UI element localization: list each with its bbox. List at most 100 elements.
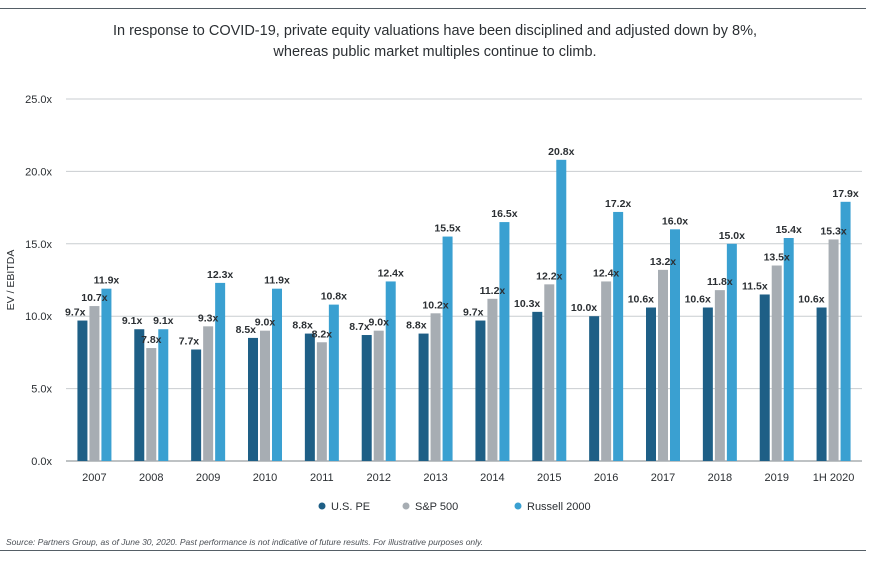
data-label-russell-2000-2011: 10.8x (321, 291, 347, 303)
data-label-u-s-pe-1h-2020: 10.6x (798, 294, 824, 306)
data-label-russell-2000-2010: 11.9x (264, 275, 290, 287)
bar-russell-2000-2013 (442, 236, 453, 461)
data-label-u-s-pe-2014: 9.7x (463, 307, 484, 319)
data-label-s-p-500-2009: 9.3x (198, 312, 219, 324)
data-label-u-s-pe-2007: 9.7x (65, 307, 86, 319)
data-label-s-p-500-1h-2020: 15.3x (820, 225, 846, 237)
bar-u-s-pe-2018 (702, 307, 713, 461)
bar-s-p-500-2009 (203, 326, 214, 461)
data-label-s-p-500-2007: 10.7x (81, 292, 107, 304)
legend-marker-russell-2000 (514, 502, 522, 510)
data-label-s-p-500-2014: 11.2x (480, 285, 506, 297)
bar-russell-2000-2009 (215, 282, 226, 461)
x-tick-2007: 2007 (82, 472, 106, 484)
data-label-russell-2000-2009: 12.3x (207, 269, 233, 281)
data-label-russell-2000-2018: 15.0x (719, 230, 745, 242)
bar-u-s-pe-2019 (759, 294, 770, 461)
data-label-u-s-pe-2018: 10.6x (685, 294, 711, 306)
data-label-u-s-pe-2009: 7.7x (179, 336, 200, 348)
x-tick-2008: 2008 (139, 472, 163, 484)
data-label-u-s-pe-2010: 8.5x (236, 324, 257, 336)
data-label-russell-2000-2016: 17.2x (605, 198, 631, 210)
data-label-s-p-500-2016: 12.4x (593, 267, 619, 279)
bar-s-p-500-2014 (487, 298, 498, 461)
data-label-russell-2000-2019: 15.4x (776, 224, 802, 236)
bar-s-p-500-2007 (89, 306, 100, 461)
bar-russell-2000-2018 (726, 243, 737, 461)
bar-u-s-pe-2016 (589, 316, 600, 461)
bar-u-s-pe-2009 (191, 349, 202, 461)
bar-s-p-500-2010 (260, 330, 270, 461)
data-label-russell-2000-2008: 9.1x (153, 315, 174, 327)
bar-u-s-pe-2013 (418, 333, 429, 461)
legend-marker-u-s-pe (318, 502, 326, 510)
legend-label-russell-2000: Russell 2000 (527, 501, 591, 513)
x-tick-2019: 2019 (764, 472, 788, 484)
bar-russell-2000-2010 (272, 288, 282, 461)
x-tick-2010: 2010 (253, 472, 277, 484)
bar-u-s-pe-2008 (134, 329, 145, 461)
bottom-rule (0, 550, 866, 551)
bar-russell-2000-2011 (328, 304, 339, 461)
legend-label-s-p-500: S&P 500 (415, 501, 458, 513)
bar-russell-2000-2008 (158, 329, 169, 461)
bar-u-s-pe-2007 (77, 320, 88, 461)
x-tick-2011: 2011 (310, 472, 334, 484)
data-label-russell-2000-2013: 15.5x (434, 223, 460, 235)
top-rule (0, 8, 866, 9)
chart-title-line-1: In response to COVID-19, private equity … (112, 23, 758, 39)
data-label-s-p-500-2013: 10.2x (422, 299, 448, 311)
data-label-u-s-pe-2015: 10.3x (514, 298, 540, 310)
bar-u-s-pe-2010 (248, 337, 258, 461)
data-label-s-p-500-2018: 11.8x (707, 276, 733, 288)
data-label-u-s-pe-2008: 9.1x (122, 315, 143, 327)
x-tick-2012: 2012 (366, 472, 390, 484)
bar-russell-2000-2014 (499, 222, 510, 461)
data-label-u-s-pe-2017: 10.6x (628, 294, 654, 306)
data-label-s-p-500-2015: 12.2x (536, 270, 562, 282)
y-axis-ticks: 0.0x 5.0x 10.0x 15.0x 20.0x 25.0x (25, 94, 52, 468)
bar-s-p-500-2013 (430, 313, 441, 461)
y-tick-10-0x: 10.0x (25, 311, 52, 323)
bar-s-p-500-2017 (658, 269, 668, 461)
x-tick-2009: 2009 (196, 472, 220, 484)
bar-s-p-500-2018 (714, 290, 725, 461)
bar-russell-2000-2007 (101, 288, 112, 461)
x-tick-2015: 2015 (537, 472, 561, 484)
data-label-russell-2000-2017: 16.0x (662, 215, 688, 227)
bar-russell-2000-2016 (613, 211, 624, 461)
data-label-russell-2000-2007: 11.9x (94, 275, 120, 287)
bars (77, 159, 851, 462)
bar-russell-2000-2015 (556, 159, 567, 462)
bar-russell-2000-1h-2020 (840, 201, 851, 462)
bar-s-p-500-2012 (373, 330, 384, 461)
source-note: Source: Partners Group, as of June 30, 2… (6, 537, 484, 547)
legend: U.S. PE S&P 500 Russell 2000 (318, 501, 591, 513)
bar-russell-2000-2017 (670, 229, 680, 461)
chart-title-line-2: whereas public market multiples continue… (273, 44, 597, 60)
data-label-u-s-pe-2011: 8.8x (292, 320, 313, 332)
bar-s-p-500-2008 (146, 348, 157, 461)
data-label-russell-2000-2014: 16.5x (491, 208, 517, 220)
x-tick-2017: 2017 (651, 472, 675, 484)
bar-u-s-pe-1h-2020 (816, 307, 827, 461)
bar-s-p-500-2015 (544, 284, 555, 461)
data-label-russell-2000-2012: 12.4x (378, 267, 404, 279)
data-label-s-p-500-2012: 9.0x (368, 317, 389, 329)
y-tick-25-0x: 25.0x (25, 94, 52, 106)
data-label-s-p-500-2011: 8.2x (312, 328, 333, 340)
bar-russell-2000-2012 (385, 281, 396, 461)
y-axis-label: EV / EBITDA (5, 250, 17, 311)
bar-u-s-pe-2017 (646, 307, 656, 461)
y-tick-5-0x: 5.0x (31, 384, 52, 396)
bar-u-s-pe-2014 (475, 320, 486, 461)
data-label-s-p-500-2010: 9.0x (255, 317, 276, 329)
data-label-s-p-500-2017: 13.2x (650, 256, 676, 268)
data-label-s-p-500-2019: 13.5x (764, 252, 790, 264)
data-label-s-p-500-2008: 7.8x (141, 334, 162, 346)
data-label-u-s-pe-2016: 10.0x (571, 302, 597, 314)
legend-label-u-s-pe: U.S. PE (331, 501, 370, 513)
y-tick-20-0x: 20.0x (25, 166, 52, 178)
legend-marker-s-p-500 (402, 502, 410, 510)
